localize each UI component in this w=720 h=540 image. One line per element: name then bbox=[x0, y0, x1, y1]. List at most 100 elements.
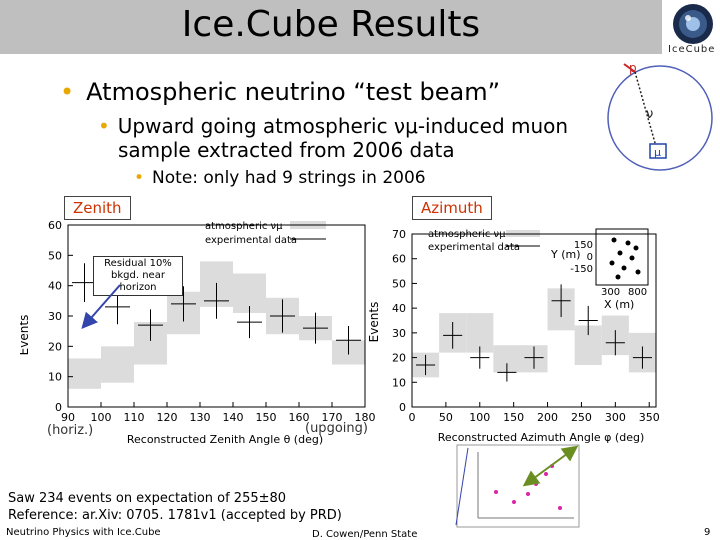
page-title: Ice.Cube Results bbox=[181, 4, 481, 45]
correlation-point bbox=[494, 490, 498, 494]
correlation-point bbox=[512, 500, 516, 504]
bullet-1-text: Atmospheric neutrino “test beam” bbox=[86, 78, 501, 106]
azimuth-ytick: 70 bbox=[392, 228, 406, 241]
nu-label: ν bbox=[646, 107, 653, 122]
correlation-point bbox=[550, 464, 554, 468]
azimuth-ytick: 50 bbox=[392, 277, 406, 290]
upgoing-caption: (upgoing) bbox=[305, 421, 368, 436]
earth-circle bbox=[607, 65, 713, 171]
zenith-ytick: 0 bbox=[55, 401, 62, 414]
zenith-chart: Events Reconstructed Zenith Angle θ (deg… bbox=[20, 219, 376, 446]
correlation-point bbox=[558, 506, 562, 510]
neutrino-path bbox=[634, 71, 658, 151]
string-dot bbox=[617, 250, 623, 256]
correlation-point bbox=[526, 492, 530, 496]
zenith-band bbox=[68, 358, 101, 389]
azimuth-ylabel: Events bbox=[367, 302, 381, 343]
zenith-xtick: 170 bbox=[322, 411, 343, 424]
footer-left: Neutrino Physics with Ice.Cube bbox=[6, 527, 161, 538]
zenith-ytick: 20 bbox=[48, 340, 62, 353]
bullet-2: • Upward going atmospheric νμ-induced muo… bbox=[98, 114, 568, 162]
azimuth-xtick: 300 bbox=[605, 411, 626, 424]
string-dot bbox=[609, 260, 615, 266]
azimuth-ytick: 60 bbox=[392, 253, 406, 266]
icecube-logo bbox=[673, 4, 713, 44]
azimuth-xtick: 200 bbox=[537, 411, 558, 424]
string-dot bbox=[611, 237, 617, 243]
string-dot bbox=[615, 274, 621, 280]
correlation-inset bbox=[456, 444, 580, 528]
zenith-ytick: 40 bbox=[48, 280, 62, 293]
logo-text: IceCube bbox=[668, 44, 716, 55]
zenith-xtick: 150 bbox=[256, 411, 277, 424]
footer-center: D. Cowen/Penn State bbox=[312, 529, 418, 540]
azimuth-ytick: 0 bbox=[399, 401, 406, 414]
zenith-xtick: 90 bbox=[61, 411, 75, 424]
zenith-label-box: Zenith bbox=[64, 196, 131, 220]
azimuth-ytick: 30 bbox=[392, 327, 406, 340]
azimuth-xtick: 250 bbox=[571, 411, 592, 424]
detector-inset: Y (m) 150 0 -150 300 800 X (m) bbox=[550, 228, 649, 311]
string-dot bbox=[621, 265, 627, 271]
mu-label: μ bbox=[654, 146, 661, 159]
zenith-ytick: 30 bbox=[48, 310, 62, 323]
correlation-point bbox=[534, 482, 538, 486]
title-bar bbox=[0, 0, 662, 54]
zenith-xtick: 110 bbox=[124, 411, 145, 424]
string-dot bbox=[629, 255, 635, 261]
summary-line-1: Saw 234 events on expectation of 255±80 bbox=[8, 491, 287, 506]
azimuth-ytick: 20 bbox=[392, 352, 406, 365]
azimuth-legend: atmospheric νμ experimental data bbox=[428, 229, 540, 253]
inset-ytick: 150 bbox=[574, 240, 593, 251]
inset-ytick: 0 bbox=[587, 252, 593, 263]
detector-box bbox=[649, 143, 667, 159]
bullet-1: • Atmospheric neutrino “test beam” bbox=[60, 78, 500, 106]
inset-ylabel: Y (m) bbox=[550, 248, 581, 261]
correlation-frame bbox=[456, 444, 580, 528]
inset-ytick: -150 bbox=[570, 264, 593, 275]
azimuth-xtick: 150 bbox=[503, 411, 524, 424]
inset-xtick: 800 bbox=[628, 287, 647, 298]
zenith-xtick: 180 bbox=[355, 411, 376, 424]
bullet-dot: • bbox=[60, 78, 75, 106]
correlation-point bbox=[544, 472, 548, 476]
residual-background-note: Residual 10% bkgd. near horizon bbox=[93, 256, 183, 296]
zenith-xlabel: Reconstructed Zenith Angle θ (deg) bbox=[127, 433, 323, 446]
azimuth-band bbox=[466, 313, 494, 353]
zenith-band bbox=[101, 346, 134, 383]
reference-line: Reference: ar.Xiv: 0705. 1781v1 (accepte… bbox=[8, 508, 342, 523]
inset-xtick: 300 bbox=[601, 287, 620, 298]
string-dot bbox=[633, 245, 639, 251]
earth-diagram: p ν μ bbox=[607, 61, 713, 171]
zenith-ylabel: Events bbox=[20, 315, 31, 356]
zenith-xtick: 140 bbox=[223, 411, 244, 424]
azimuth-ytick: 40 bbox=[392, 302, 406, 315]
bullet-3: • Note: only had 9 strings in 2006 bbox=[134, 168, 426, 188]
azimuth-xtick: 350 bbox=[639, 411, 660, 424]
zenith-ytick: 50 bbox=[48, 249, 62, 262]
bullet-2-line1: Upward going atmospheric νμ-induced muon bbox=[117, 114, 569, 138]
zenith-legend-data: experimental data bbox=[205, 235, 297, 246]
zenith-xtick: 100 bbox=[91, 411, 112, 424]
azimuth-legend-data: experimental data bbox=[428, 242, 520, 253]
bullet-2-line2: sample extracted from 2006 data bbox=[118, 138, 455, 162]
horizon-caption: (horiz.) bbox=[47, 423, 94, 438]
page-number: 9 bbox=[704, 527, 711, 538]
azimuth-xtick: 50 bbox=[439, 411, 453, 424]
zenith-ytick: 10 bbox=[48, 371, 62, 384]
zenith-xtick: 130 bbox=[190, 411, 211, 424]
azimuth-chart: Events Reconstructed Azimuth Angle φ (de… bbox=[367, 228, 660, 444]
zenith-xtick: 160 bbox=[289, 411, 310, 424]
cosmic-ray-line bbox=[623, 63, 636, 73]
azimuth-ytick: 10 bbox=[392, 376, 406, 389]
zenith-ytick: 60 bbox=[48, 219, 62, 232]
azimuth-xlabel: Reconstructed Azimuth Angle φ (deg) bbox=[438, 431, 645, 444]
zenith-xtick: 120 bbox=[157, 411, 178, 424]
p-label: p bbox=[629, 61, 637, 75]
bullet-dot: • bbox=[134, 168, 145, 188]
azimuth-label-box: Azimuth bbox=[412, 196, 492, 220]
azimuth-frame bbox=[411, 233, 657, 408]
bullet-dot: • bbox=[98, 114, 110, 138]
inset-xlabel: X (m) bbox=[604, 298, 634, 311]
azimuth-xtick: 100 bbox=[469, 411, 490, 424]
